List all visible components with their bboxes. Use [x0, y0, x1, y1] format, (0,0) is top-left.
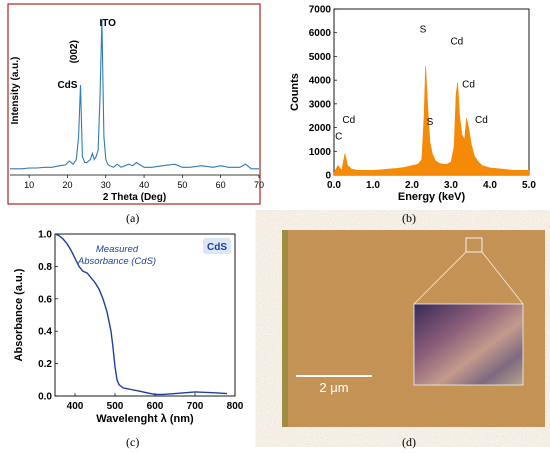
caption-b: (b) [402, 211, 416, 225]
peak-annotation: CdS [57, 80, 77, 91]
caption-c: (c) [126, 435, 140, 449]
x-tick-label: 5.0 [522, 180, 536, 191]
panel-c-axis: 0.0 0.2 0.4 0.6 0.8 1.0 400 500 600 700 800 Wavelen… [13, 230, 244, 426]
panel-b: 0 1000 2000 3000 4000 5000 6000 7000 0.0 1.0 2.0 3.… [289, 5, 536, 204]
peak-annotation: C [335, 131, 342, 142]
micrograph-left-edge [282, 230, 288, 427]
x-tick-label: 2.0 [405, 180, 419, 191]
x-tick-label: 60 [216, 180, 226, 190]
panel-a-axis: 10 20 30 40 50 60 70 2 Theta (Deg) Intensity (a.… [10, 57, 264, 203]
y-tick-label: 0.2 [38, 359, 52, 370]
x-tick-label: 3.0 [444, 180, 458, 191]
y-tick-label: 3000 [309, 99, 332, 110]
y-tick-label: 7000 [309, 5, 332, 16]
y-axis-title: Counts [289, 73, 301, 111]
y-tick-label: 2000 [309, 123, 332, 134]
y-axis-title: Intensity (a.u.) [10, 57, 21, 125]
scale-bar-label: 2 μm [319, 380, 348, 395]
zoom-connector-line [481, 251, 524, 305]
y-tick-label: 1.0 [38, 230, 52, 241]
peak-annotation: (002) [69, 40, 80, 63]
panel-a-frame [7, 3, 261, 205]
peak-annotation: S [420, 25, 427, 36]
zoom-region-box [465, 237, 483, 253]
y-tick-label: 5000 [309, 52, 332, 63]
absorbance-series-line [54, 233, 228, 396]
panel-d: 2 μm [282, 230, 545, 427]
y-tick-label: 0.0 [38, 392, 52, 403]
x-tick-label: 70 [254, 180, 264, 190]
x-tick-label: 50 [177, 180, 187, 190]
x-axis-title: 2 Theta (Deg) [103, 192, 166, 203]
x-tick-label: 1.0 [366, 180, 380, 191]
plot-frame [54, 233, 236, 397]
y-tick-label: 0.4 [38, 327, 52, 338]
x-axis-title: Wavelenght λ (nm) [96, 413, 194, 425]
panel-b-axis: 0 1000 2000 3000 4000 5000 6000 7000 0.0 1.0 2.0 3.… [289, 5, 536, 204]
zoom-connector-line [413, 251, 467, 305]
y-tick-label: 6000 [309, 28, 332, 39]
caption-a: (a) [126, 211, 140, 225]
x-tick-label: 10 [24, 180, 34, 190]
peak-annotation: S [427, 117, 434, 128]
caption-d: (d) [402, 435, 416, 449]
y-tick-label: 0.8 [38, 262, 52, 273]
panel-a-marks: CdS (002) ITO [10, 18, 259, 170]
legend-box [203, 238, 231, 254]
xrd-series-line [10, 19, 259, 170]
x-tick-label: 4.0 [483, 180, 497, 191]
x-tick-label: 600 [147, 401, 164, 412]
panel-a: 10 20 30 40 50 60 70 2 Theta (Deg) Intensity (a.… [7, 3, 264, 205]
peak-annotation: Cd [450, 37, 463, 48]
peak-annotation: Cd [462, 79, 475, 90]
x-tick-label: 800 [227, 401, 244, 412]
curve-annotation: Measured [96, 244, 139, 255]
y-tick-label: 1000 [309, 147, 332, 158]
peak-annotation: Cd [475, 115, 488, 126]
x-tick-label: 0.0 [327, 180, 341, 191]
x-axis-title: Energy (keV) [398, 191, 466, 203]
edx-spectrum-area [333, 65, 530, 176]
zoom-inset-image [413, 303, 524, 386]
y-axis-title: Absorbance (a.u.) [13, 268, 25, 361]
curve-annotation: Absorbance (CdS) [77, 256, 156, 267]
panel-c: 0.0 0.2 0.4 0.6 0.8 1.0 400 500 600 700 800 Wavelen… [13, 230, 244, 426]
x-tick-label: 30 [101, 180, 111, 190]
peak-annotation: ITO [99, 18, 116, 29]
y-tick-label: 0 [325, 171, 331, 182]
x-tick-label: 400 [67, 401, 84, 412]
x-tick-label: 500 [107, 401, 124, 412]
peak-annotation: Cd [342, 115, 355, 126]
legend-label: CdS [207, 242, 227, 253]
x-tick-label: 20 [62, 180, 72, 190]
x-tick-label: 700 [187, 401, 204, 412]
y-tick-label: 4000 [309, 76, 332, 87]
y-tick-label: 0.6 [38, 294, 52, 305]
x-tick-label: 40 [139, 180, 149, 190]
